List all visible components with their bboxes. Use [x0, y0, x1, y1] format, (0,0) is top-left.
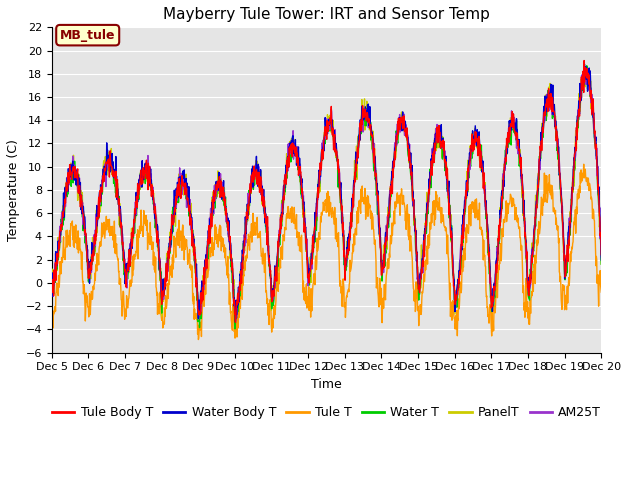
Water Body T: [484, 227, 492, 232]
Tule T: [48, 302, 56, 308]
Water T: [48, 288, 56, 294]
Water Body T: [232, 319, 239, 325]
PanelT: [48, 282, 56, 288]
Tule Body T: [157, 273, 164, 279]
Water T: [484, 236, 492, 241]
Water Body T: [412, 228, 420, 234]
Tule T: [232, 323, 239, 329]
AM25T: [48, 286, 56, 291]
Tule T: [484, 314, 492, 320]
Tule Body T: [170, 213, 178, 218]
AM25T: [581, 64, 589, 70]
AM25T: [532, 198, 540, 204]
Title: Mayberry Tule Tower: IRT and Sensor Temp: Mayberry Tule Tower: IRT and Sensor Temp: [163, 7, 490, 22]
Water Body T: [532, 200, 540, 206]
Line: Tule T: Tule T: [52, 164, 602, 339]
Water Body T: [48, 285, 56, 291]
Water T: [598, 261, 605, 267]
Tule T: [412, 279, 420, 285]
X-axis label: Time: Time: [311, 378, 342, 391]
PanelT: [598, 261, 605, 267]
Water T: [532, 207, 540, 213]
Tule T: [195, 336, 202, 342]
AM25T: [195, 316, 202, 322]
Water T: [170, 211, 178, 216]
Text: MB_tule: MB_tule: [60, 29, 115, 42]
PanelT: [412, 236, 420, 241]
Tule Body T: [232, 319, 239, 325]
PanelT: [532, 202, 540, 208]
Water Body T: [580, 61, 588, 67]
Tule Body T: [532, 202, 540, 208]
PanelT: [196, 315, 204, 321]
Water T: [232, 310, 239, 316]
PanelT: [170, 212, 178, 217]
Water T: [583, 63, 591, 69]
Tule T: [532, 251, 540, 257]
Water Body T: [170, 211, 178, 216]
Tule T: [170, 233, 178, 239]
PanelT: [232, 309, 239, 314]
Water Body T: [232, 313, 239, 319]
Water Body T: [598, 257, 605, 263]
AM25T: [170, 211, 178, 217]
PanelT: [484, 241, 492, 247]
Tule Body T: [48, 277, 56, 283]
Y-axis label: Temperature (C): Temperature (C): [7, 139, 20, 241]
Line: Water Body T: Water Body T: [52, 64, 602, 322]
Tule T: [598, 289, 605, 295]
Legend: Tule Body T, Water Body T, Tule T, Water T, PanelT, AM25T: Tule Body T, Water Body T, Tule T, Water…: [47, 401, 606, 424]
AM25T: [232, 310, 239, 315]
Tule T: [580, 161, 588, 167]
AM25T: [412, 237, 420, 243]
Water T: [157, 277, 164, 283]
Line: PanelT: PanelT: [52, 65, 602, 318]
Line: Water T: Water T: [52, 66, 602, 329]
Line: Tule Body T: Tule Body T: [52, 60, 602, 322]
AM25T: [157, 276, 164, 282]
Water Body T: [157, 272, 164, 277]
Line: AM25T: AM25T: [52, 67, 602, 319]
Water T: [231, 326, 239, 332]
Tule Body T: [484, 230, 492, 236]
Tule Body T: [412, 247, 420, 252]
AM25T: [598, 254, 605, 260]
Water T: [412, 247, 420, 253]
Tule Body T: [580, 58, 588, 63]
Tule Body T: [232, 316, 239, 322]
PanelT: [580, 62, 588, 68]
PanelT: [157, 265, 164, 271]
Tule Body T: [598, 252, 605, 258]
Tule T: [157, 289, 164, 295]
AM25T: [484, 228, 492, 233]
